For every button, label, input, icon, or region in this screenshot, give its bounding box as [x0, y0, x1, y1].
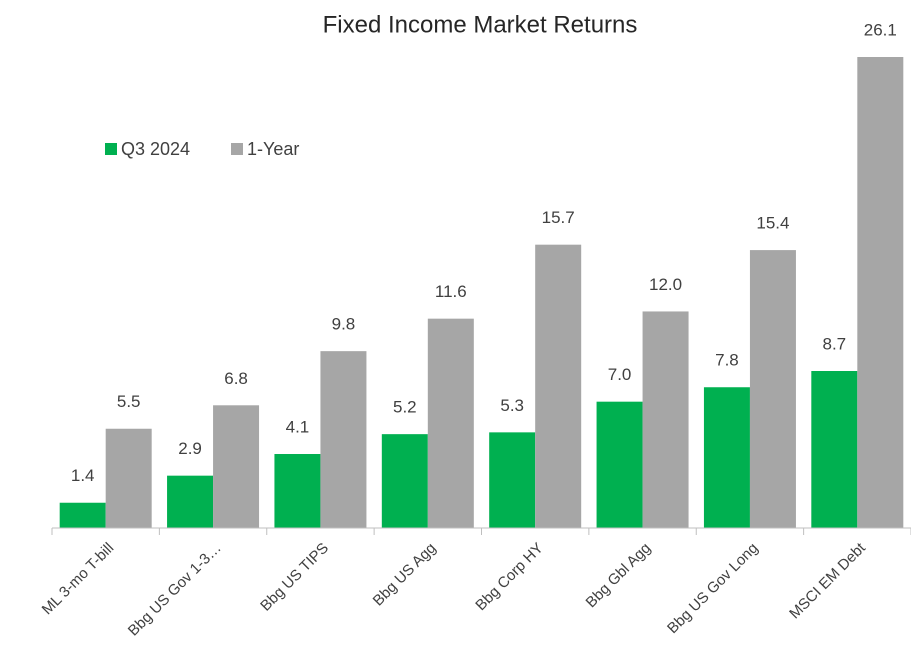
bar: [811, 371, 858, 528]
data-label: 4.1: [286, 417, 310, 436]
data-label: 15.4: [756, 214, 789, 233]
legend-swatch: [231, 143, 243, 155]
data-label: 26.1: [864, 20, 897, 39]
data-label: 12.0: [649, 275, 682, 294]
legend-swatch: [105, 143, 117, 155]
x-tick-label: Bbg US Gov Long: [664, 540, 762, 638]
bar: [59, 502, 106, 528]
data-label: 8.7: [822, 334, 846, 353]
bar: [320, 351, 367, 528]
data-label: 5.2: [393, 398, 417, 417]
data-label: 5.5: [117, 392, 141, 411]
data-label: 9.8: [332, 315, 356, 334]
bar: [274, 454, 321, 528]
chart-title: Fixed Income Market Returns: [323, 11, 638, 38]
legend-label: 1-Year: [247, 139, 299, 159]
bar: [167, 475, 214, 528]
data-label: 7.8: [715, 351, 739, 370]
bar: [642, 311, 689, 528]
data-label: 6.8: [224, 369, 248, 388]
bar: [213, 405, 260, 528]
bar: [427, 318, 474, 528]
data-label: 5.3: [500, 396, 524, 415]
x-tick-label: Bbg US TIPS: [257, 540, 332, 615]
bar: [105, 428, 152, 528]
bar: [596, 401, 643, 528]
data-label: 15.7: [542, 208, 575, 227]
data-label: 2.9: [178, 439, 202, 458]
bar: [489, 432, 536, 528]
x-tick-label: Bbg US Agg: [370, 540, 440, 610]
data-label: 7.0: [608, 365, 632, 384]
data-label: 1.4: [71, 466, 95, 485]
x-tick-label: Bbg US Gov 1-3…: [125, 540, 225, 640]
x-tick-label: ML 3-mo T-bill: [39, 540, 118, 619]
bar: [703, 387, 750, 528]
legend-label: Q3 2024: [121, 139, 190, 159]
bar: [381, 434, 428, 528]
bar: [749, 250, 796, 528]
bar: [535, 244, 582, 528]
data-label: 11.6: [435, 282, 467, 301]
bar: [857, 57, 904, 528]
x-tick-label: Bbg Gbl Agg: [583, 540, 655, 612]
x-tick-label: MSCI EM Debt: [786, 539, 869, 622]
x-tick-label: Bbg Corp HY: [472, 540, 547, 615]
